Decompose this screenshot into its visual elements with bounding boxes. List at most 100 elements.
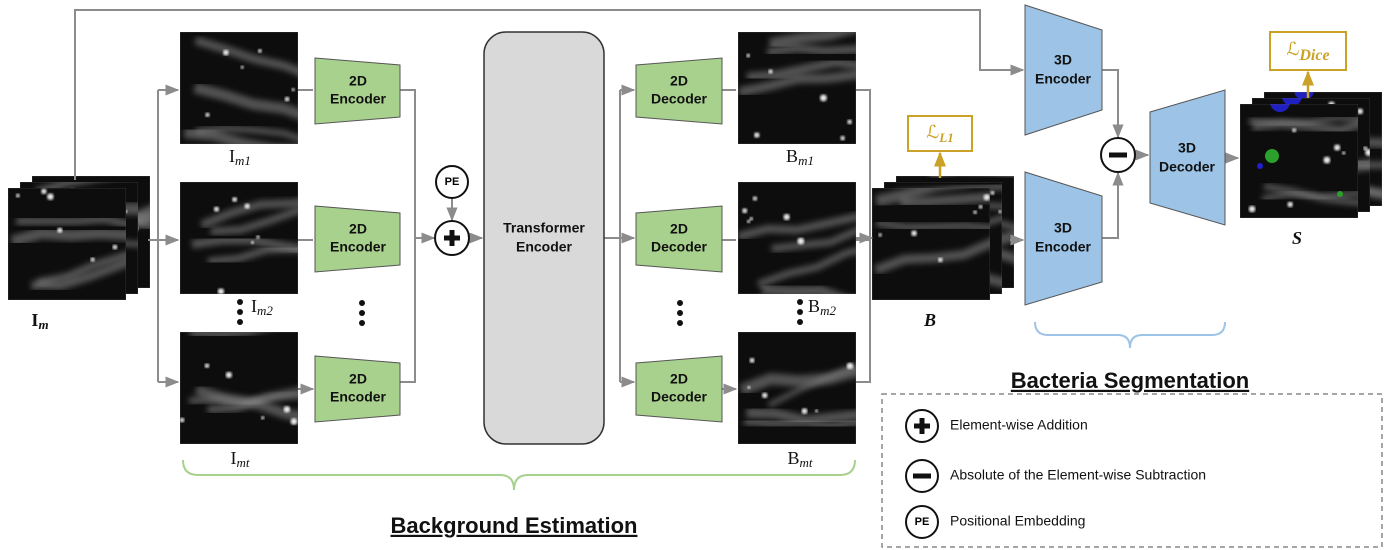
module-label: 2D <box>349 371 367 387</box>
speck <box>226 372 232 378</box>
speck <box>41 189 46 194</box>
speck <box>911 230 917 236</box>
speck <box>1357 108 1363 114</box>
split-line <box>604 90 620 382</box>
section-title: Background Estimation <box>391 513 638 538</box>
speck <box>232 197 237 202</box>
module-label: 3D <box>1054 52 1072 68</box>
module-label: 3D <box>1054 220 1072 236</box>
speck <box>878 233 881 236</box>
speck <box>762 393 767 398</box>
module-label: Transformer <box>503 220 585 236</box>
decoders-2d: 2D Decoder 2D Decoder 2D Decoder <box>636 58 722 422</box>
module-label: Encoder <box>330 91 387 107</box>
speck <box>847 120 852 125</box>
speck <box>113 245 118 250</box>
speck <box>747 386 750 389</box>
frame-label: Im1 <box>229 146 251 168</box>
speck <box>16 194 20 198</box>
speck <box>241 66 244 69</box>
speck <box>815 409 818 412</box>
add-node <box>435 221 469 255</box>
speck <box>742 208 747 213</box>
label-sub: m <box>38 317 48 332</box>
microscopy-image <box>738 332 916 444</box>
speck <box>991 191 995 195</box>
speck <box>768 69 772 73</box>
bacteria <box>1265 149 1279 163</box>
speck <box>251 241 254 244</box>
speck <box>984 194 990 200</box>
speck <box>258 49 262 53</box>
module-label: Decoder <box>651 389 708 405</box>
brace <box>1035 322 1225 348</box>
speck <box>784 214 790 220</box>
output-label: Bm2 <box>808 296 836 318</box>
speck <box>285 97 290 102</box>
bacteria <box>1337 191 1343 197</box>
speck <box>1342 151 1345 154</box>
speck <box>753 196 757 200</box>
brace <box>183 460 855 490</box>
bacteria <box>1257 163 1263 169</box>
speck <box>797 238 804 245</box>
speck <box>214 207 219 212</box>
pe-label: PE <box>445 176 460 188</box>
speck <box>840 136 845 141</box>
label-sub: mt <box>800 455 813 470</box>
label-sub: m2 <box>257 303 273 318</box>
module-label: Decoder <box>651 91 708 107</box>
module-label: Encoder <box>1035 239 1092 255</box>
module-label: 2D <box>349 221 367 237</box>
module-label: Decoder <box>651 239 708 255</box>
speck <box>91 258 95 262</box>
speck <box>47 193 54 200</box>
speck <box>747 220 750 223</box>
diagram: 2D Encoder 2D Encoder 2D Encoder PE Tran… <box>0 0 1391 550</box>
frame-label: Imt <box>231 448 250 470</box>
merge-line <box>400 90 415 382</box>
texture <box>930 169 1077 176</box>
speck <box>998 210 1001 213</box>
speck <box>1323 157 1330 164</box>
speck <box>820 94 827 101</box>
speck <box>1292 128 1296 132</box>
speck <box>750 358 755 363</box>
speck <box>256 235 259 238</box>
legend-text: Positional Embedding <box>950 513 1085 529</box>
speck <box>292 88 295 91</box>
module-label: Encoder <box>330 239 387 255</box>
label-sub: m1 <box>235 153 251 168</box>
output-label: Bmt <box>787 448 812 470</box>
module-label: 2D <box>670 221 688 237</box>
module-label: 2D <box>670 371 688 387</box>
label-base: B <box>787 448 799 468</box>
speck <box>979 205 983 209</box>
legend-text: Element-wise Addition <box>950 417 1088 433</box>
speck <box>973 210 977 214</box>
module-label: Encoder <box>1035 71 1092 87</box>
speck <box>205 363 210 368</box>
speck <box>291 418 298 425</box>
output-label: Bm1 <box>786 146 814 168</box>
arrow <box>1102 70 1118 137</box>
module-label: 2D <box>670 73 688 89</box>
arrow <box>722 90 736 389</box>
legend: Element-wise Addition Absolute of the El… <box>882 394 1382 547</box>
speck <box>205 113 209 117</box>
speck <box>1249 206 1255 212</box>
speck <box>938 258 943 263</box>
module-label: 3D <box>1178 140 1196 156</box>
module-label: Encoder <box>330 389 387 405</box>
merge-line <box>856 90 870 382</box>
label-sub: m1 <box>798 153 814 168</box>
speck <box>1287 202 1292 207</box>
module-label: Encoder <box>516 239 573 255</box>
background-label: B <box>923 310 936 330</box>
section-title: Bacteria Segmentation <box>1011 368 1249 393</box>
label-base: B <box>808 296 820 316</box>
arrow <box>1102 173 1118 238</box>
speck <box>847 363 854 370</box>
legend-icon-label: PE <box>915 516 930 528</box>
speck <box>57 228 62 233</box>
